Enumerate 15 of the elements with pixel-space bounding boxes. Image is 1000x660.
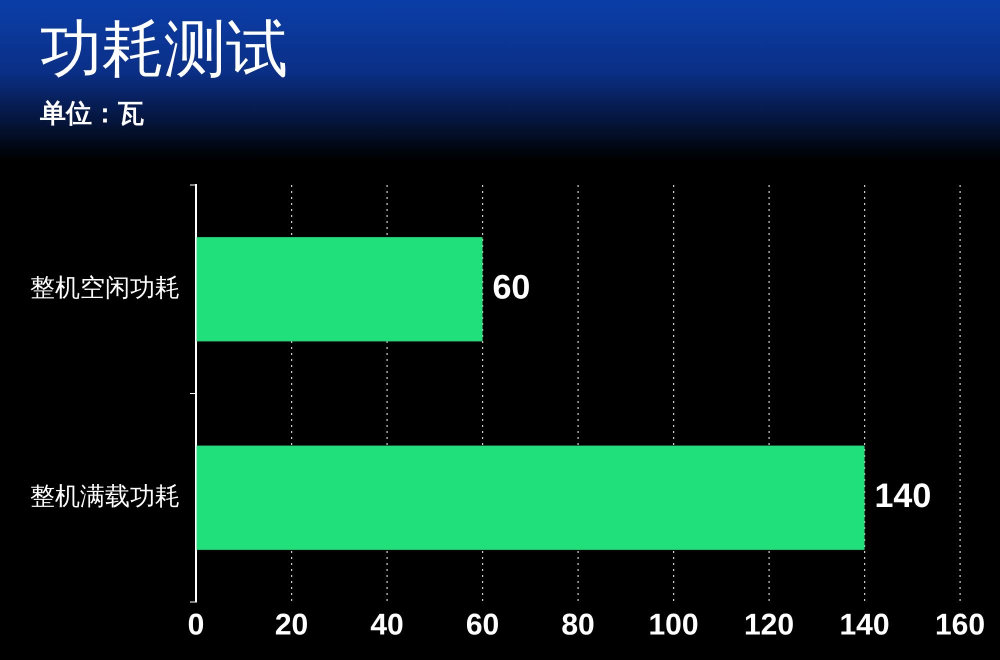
x-tick-label: 80 xyxy=(561,608,595,642)
y-tick-label: 整机满载功耗 xyxy=(30,482,180,511)
x-tick-label: 60 xyxy=(466,608,500,642)
x-tick-label: 160 xyxy=(934,608,986,642)
x-tick-label: 140 xyxy=(839,608,890,642)
data-label: 140 xyxy=(874,477,932,516)
chart-subtitle: 单位：瓦 xyxy=(40,97,144,130)
x-tick-label: 20 xyxy=(274,608,308,642)
x-tick-label: 120 xyxy=(744,608,794,642)
x-tick-label: 0 xyxy=(188,608,204,642)
x-tick-label: 40 xyxy=(370,608,404,642)
chart-title: 功耗测试 xyxy=(40,14,288,86)
x-tick-label: 100 xyxy=(648,608,699,642)
data-label: 60 xyxy=(492,268,530,307)
y-tick-label: 整机空闲功耗 xyxy=(30,274,180,302)
